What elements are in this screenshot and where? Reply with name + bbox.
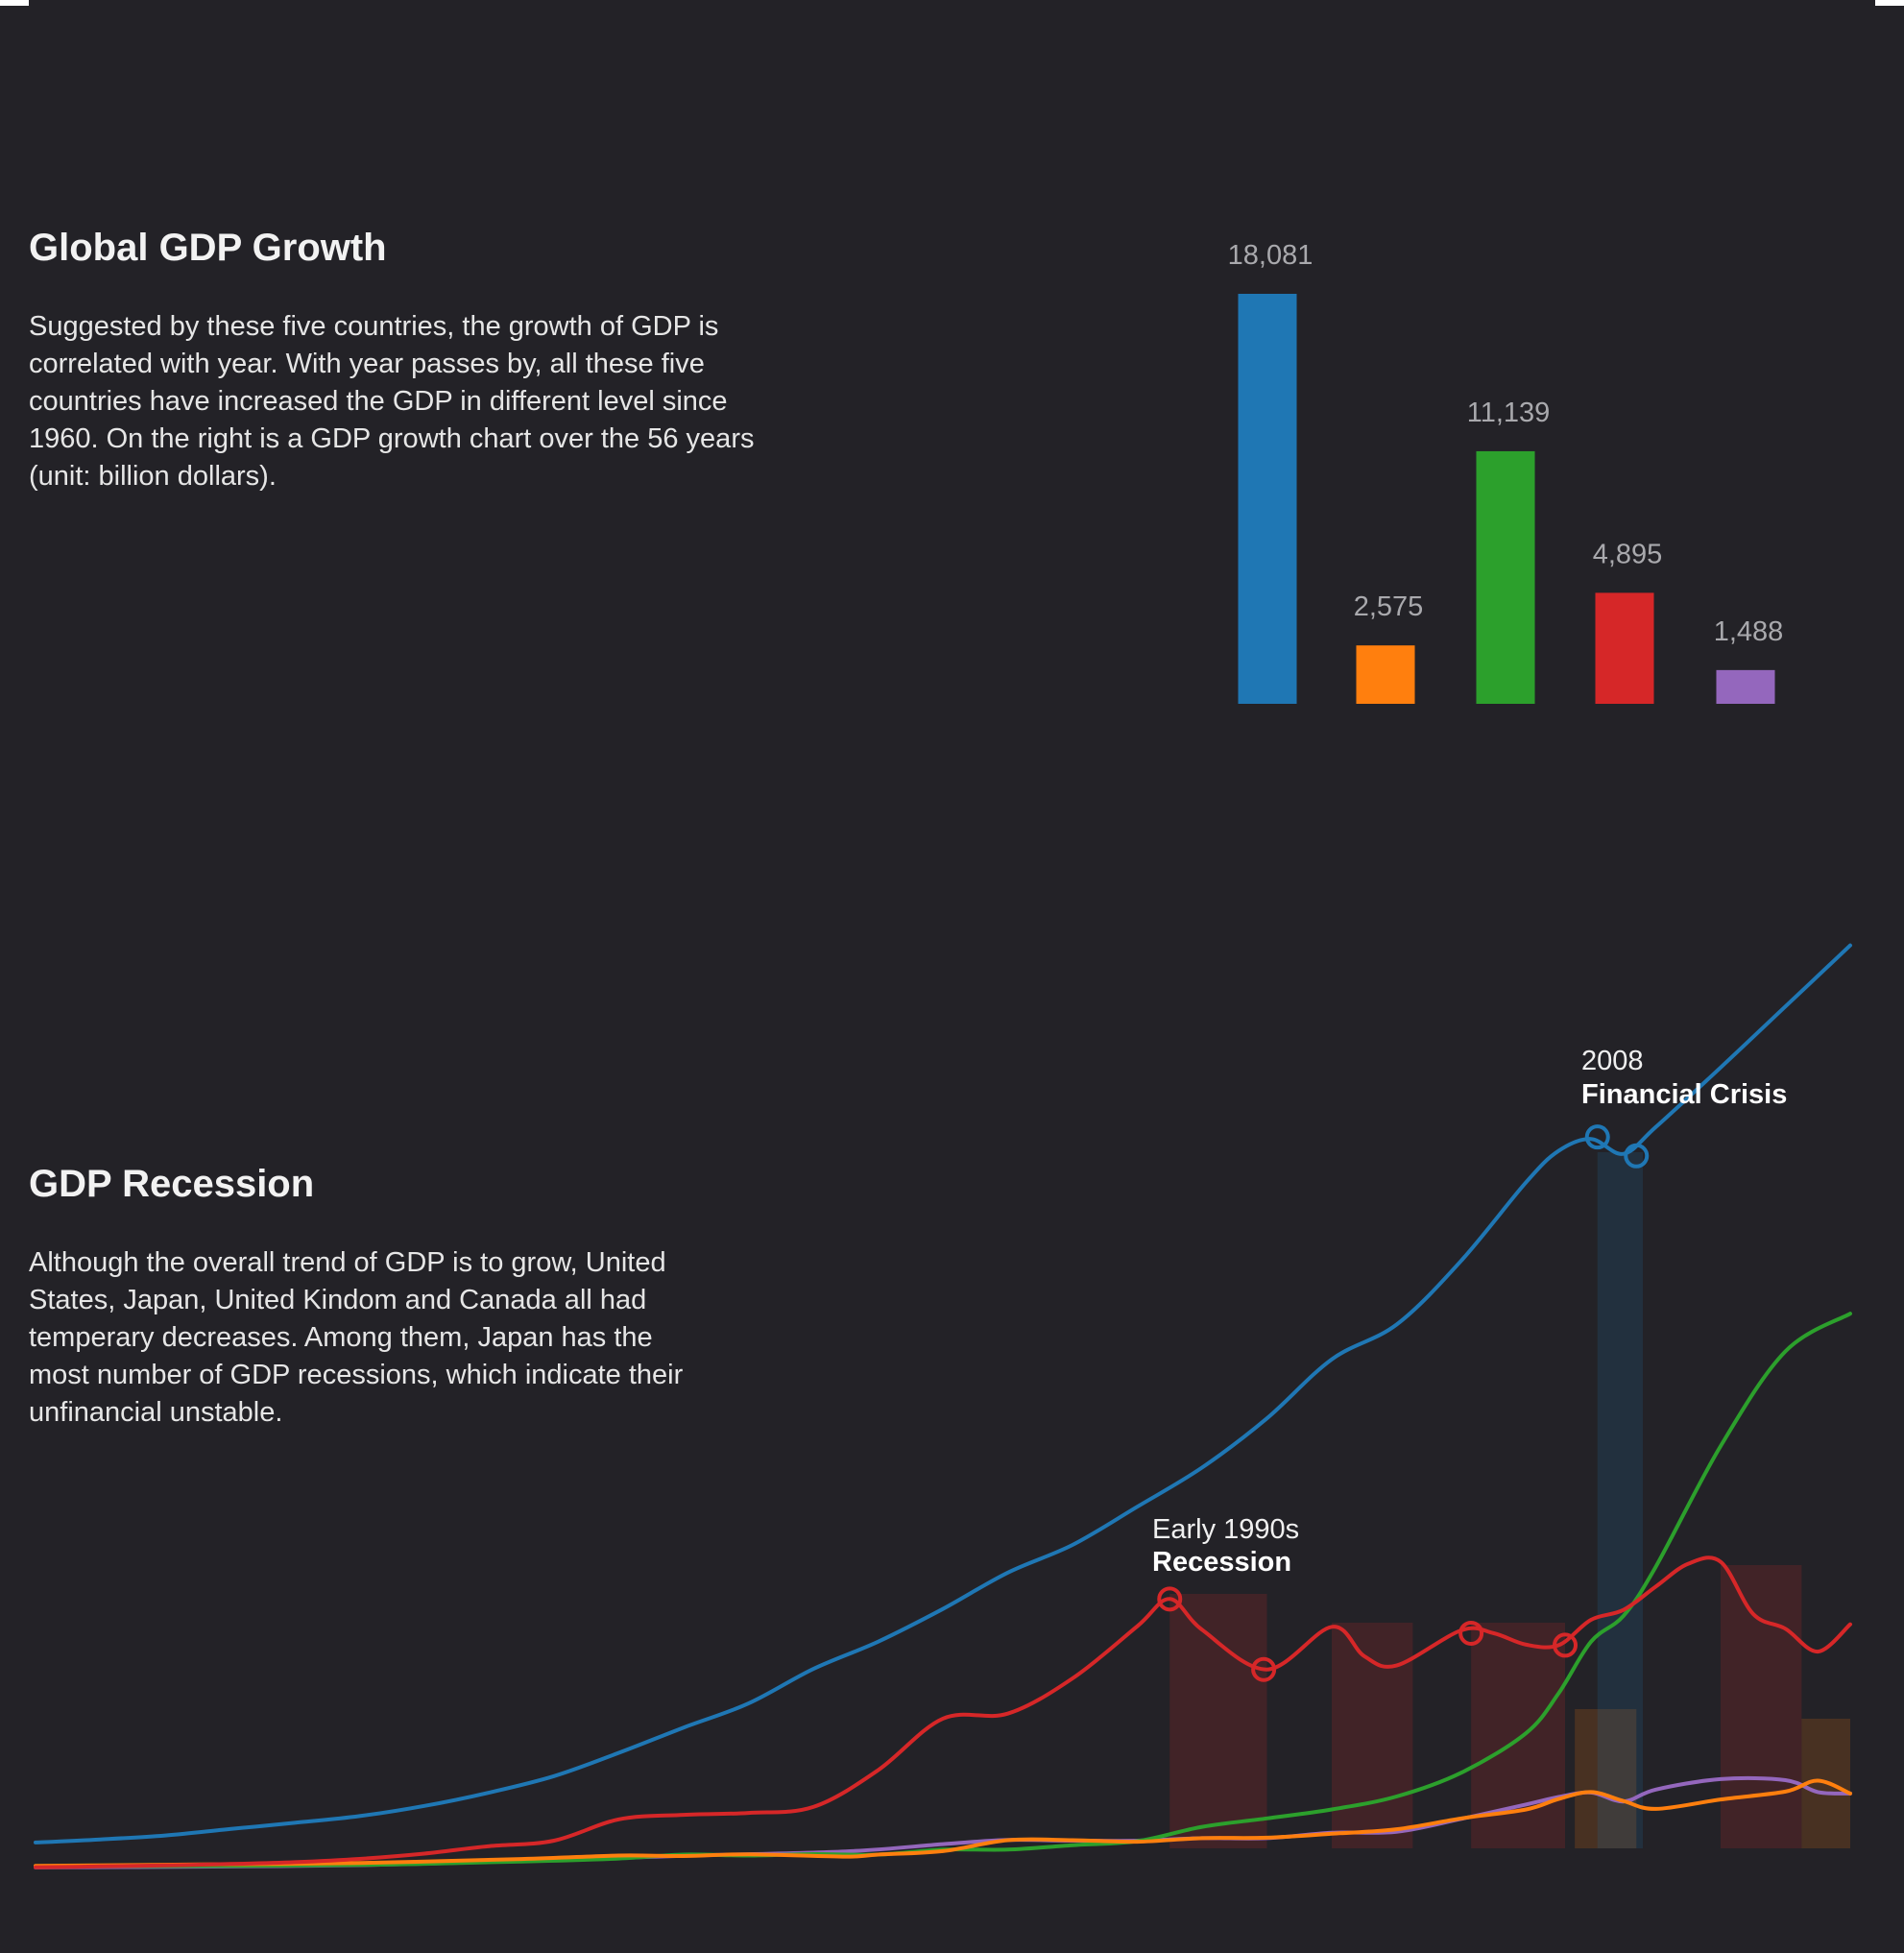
annotation-2008-event: Financial Crisis [1581, 1079, 1787, 1110]
recession-band-2 [1332, 1623, 1413, 1848]
bar-4 [1595, 592, 1654, 704]
recession-band-4 [1575, 1709, 1637, 1848]
corner-mark-left [0, 0, 29, 6]
series-lines [34, 943, 1852, 1869]
corner-mark-right [1875, 0, 1904, 6]
annotation-early-1990s-year: Early 1990s [1152, 1514, 1299, 1545]
series-line-1 [34, 943, 1852, 1844]
recession-band-5 [1597, 1152, 1643, 1848]
recession-marker-6 [1624, 1143, 1650, 1169]
series-line-2 [34, 1778, 1852, 1869]
bar-5 [1716, 669, 1775, 704]
recession-band-6 [1721, 1565, 1802, 1848]
bar-value-label-2: 2,575 [1354, 591, 1424, 622]
bar-value-label-3: 11,139 [1467, 398, 1551, 428]
bar-1 [1238, 294, 1297, 704]
annotation-early-1990s-event: Recession [1152, 1547, 1291, 1578]
recession-marker-5 [1584, 1124, 1610, 1150]
recession-band-1 [1169, 1594, 1267, 1848]
bar-value-label-1: 18,081 [1228, 240, 1314, 271]
recession-markers [1157, 1124, 1650, 1682]
growth-title: Global GDP Growth [29, 227, 387, 269]
gdp-bar-chart: 18,081 2,575 11,139 4,895 1,488 [1228, 240, 1784, 704]
recession-title: GDP Recession [29, 1163, 315, 1205]
recession-marker-1 [1157, 1586, 1183, 1612]
recession-description: Although the overall trend of GDP is to … [29, 1247, 684, 1428]
series-line-4 [34, 1555, 1852, 1869]
annotation-2008-year: 2008 [1581, 1046, 1644, 1076]
bar-value-label-4: 4,895 [1593, 539, 1663, 569]
bar-value-label-5: 1,488 [1714, 616, 1784, 647]
bar-3 [1476, 450, 1535, 704]
bar-2 [1356, 645, 1415, 704]
recession-marker-4 [1553, 1632, 1578, 1658]
growth-description: Suggested by these five countries, the g… [29, 311, 755, 492]
recession-marker-3 [1458, 1620, 1484, 1646]
recession-marker-2 [1251, 1656, 1277, 1682]
